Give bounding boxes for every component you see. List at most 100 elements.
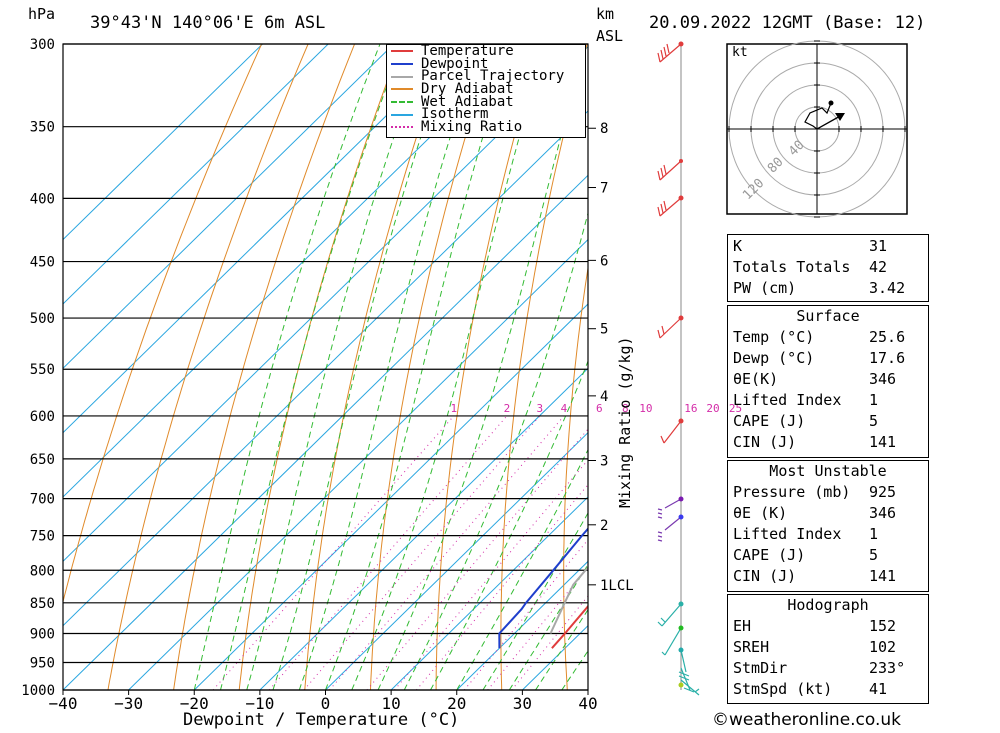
x-tick-label: −30 — [114, 694, 143, 713]
surface-index-value: 17.6 — [869, 349, 906, 367]
hodograph — [726, 40, 908, 218]
pressure-tick-950: 950 — [30, 655, 55, 671]
plot-background — [63, 44, 588, 690]
km-tick-label-5: 5 — [600, 322, 608, 338]
legend-swatch — [391, 126, 413, 129]
legend-item-mixing-ratio: Mixing Ratio — [387, 119, 585, 136]
pressure-tick-500: 500 — [30, 311, 55, 327]
surface-index-label: Lifted Index — [733, 391, 842, 409]
pressure-unit-label: hPa — [28, 5, 56, 23]
pressure-tick-300: 300 — [30, 37, 55, 53]
unstable-table: Most Unstable Pressure (mb) 925 θE (K) 346 L… — [729, 461, 927, 587]
isotherm-line — [63, 174, 588, 690]
mixing-ratio-label-8: 8 — [622, 402, 629, 415]
unstable-index-label: θE (K) — [733, 504, 788, 522]
mixing-ratio-labels: 1 2 3 4 6 8 10 16 20 25 — [450, 402, 742, 415]
watermark: ©weatheronline.co.uk — [712, 710, 902, 730]
mixing-ratio-axis-label: Mixing Ratio (g/kg) — [616, 336, 634, 508]
mixing-ratio-label-10: 10 — [639, 402, 652, 415]
location-title: 39°43'N 140°06'E 6m ASL — [90, 13, 326, 33]
legend-swatch — [391, 75, 413, 78]
unstable-index-value: 925 — [869, 483, 897, 501]
legend-label: Dewpoint — [421, 55, 489, 72]
wet-adiabat-line — [377, 44, 587, 690]
legend-swatch — [391, 50, 413, 53]
isotherm-line — [63, 44, 526, 498]
surface-box — [727, 305, 929, 458]
unstable-box — [727, 460, 929, 592]
legend-label: Dry Adiabat — [421, 81, 514, 98]
km-tick-label-1LCL: 1LCL — [600, 578, 634, 594]
legend-swatch — [391, 63, 413, 66]
pressure-tick-550: 550 — [30, 362, 55, 378]
km-unit-label: km — [596, 5, 615, 23]
hodo-index-label: StmSpd (kt) — [733, 680, 833, 698]
x-tick-label: 20 — [447, 694, 466, 713]
pressure-tick-750: 750 — [30, 529, 55, 545]
km-tick-label-3: 3 — [600, 454, 608, 470]
pressure-tick-350: 350 — [30, 120, 55, 136]
surface-index-row: Dewp (°C) 17.6 — [729, 348, 927, 369]
general-index-label: Totals Totals — [733, 258, 851, 276]
unstable-index-row: Lifted Index 1 — [729, 524, 927, 545]
hodo-index-value: 233° — [869, 659, 906, 677]
unstable-index-row: Pressure (mb) 925 — [729, 482, 927, 503]
km-tick-label-8: 8 — [600, 121, 608, 137]
general-indices-table: K 31 Totals Totals 42 PW (cm) 3.42 — [729, 236, 927, 299]
km-tick-label-6: 6 — [600, 253, 608, 269]
hodo-stats-box — [727, 594, 929, 704]
isotherm-line — [63, 44, 263, 241]
general-index-row: K 31 — [729, 236, 927, 257]
sounding-series — [498, 527, 588, 649]
pressure-tick-700: 700 — [30, 492, 55, 508]
km-tick-label-2: 2 — [600, 518, 608, 534]
upper-wind-barbs — [657, 43, 682, 444]
mixing-ratio-label-20: 20 — [706, 402, 719, 415]
mid-wind-barbs — [657, 498, 682, 542]
pressure-tick-600: 600 — [30, 409, 55, 425]
legend-item-parcel-trajectory: Parcel Trajectory — [387, 70, 585, 83]
unstable-index-value: 5 — [869, 546, 879, 564]
pressure-tick-450: 450 — [30, 255, 55, 271]
isotherm-line — [259, 367, 588, 690]
unstable-index-label: CIN (J) — [733, 567, 797, 585]
x-tick-label: −10 — [245, 694, 274, 713]
surface-index-label: θE(K) — [733, 370, 779, 388]
x-tick-label: −40 — [49, 694, 78, 713]
x-tick-label: 10 — [381, 694, 400, 713]
unstable-index-value: 1 — [869, 525, 879, 543]
isotherm-line — [63, 44, 329, 305]
hodo-index-label: EH — [733, 617, 752, 635]
legend-label: Isotherm — [421, 106, 489, 123]
mixing-ratio-line — [366, 428, 588, 690]
wet-adiabat-line — [220, 44, 403, 690]
unstable-title: Most Unstable — [769, 462, 887, 480]
x-tick-label: 30 — [513, 694, 532, 713]
km-tick-label-7: 7 — [600, 181, 608, 197]
dry-adiabat-line — [953, 44, 1000, 690]
legend-item-dewpoint: Dewpoint — [387, 55, 585, 72]
surface-index-row: θE(K) 346 — [729, 369, 927, 390]
pressure-tick-labels: 300 350 400 450 500 550 600 650 700 750 800 850 900 9… — [21, 37, 55, 699]
legend-label: Parcel Trajectory — [421, 68, 565, 85]
isotherm-line — [63, 45, 588, 562]
surface-index-label: Temp (°C) — [733, 328, 815, 346]
barb-level-dots — [678, 41, 684, 688]
wet-adiabat-line — [430, 359, 588, 690]
wet-adiabat-line — [246, 44, 427, 690]
isotherm-line — [390, 496, 588, 690]
mixing-ratio-label-2: 2 — [504, 402, 511, 415]
legend-item-dry-adiabat: Dry Adiabat — [387, 81, 585, 98]
legend-label: Temperature — [421, 43, 514, 59]
storm-motion-arrow — [835, 113, 845, 121]
km-tick-label-4: 4 — [600, 389, 608, 405]
legend-swatch — [391, 101, 413, 104]
unstable-index-value: 346 — [869, 504, 897, 522]
hodograph-trace — [804, 102, 832, 130]
legend-swatch — [391, 113, 413, 116]
legend-label: Mixing Ratio — [421, 119, 523, 136]
hodo-index-value: 152 — [869, 617, 897, 635]
general-index-value: 3.42 — [869, 279, 906, 297]
hodo-index-label: SREH — [733, 638, 770, 656]
